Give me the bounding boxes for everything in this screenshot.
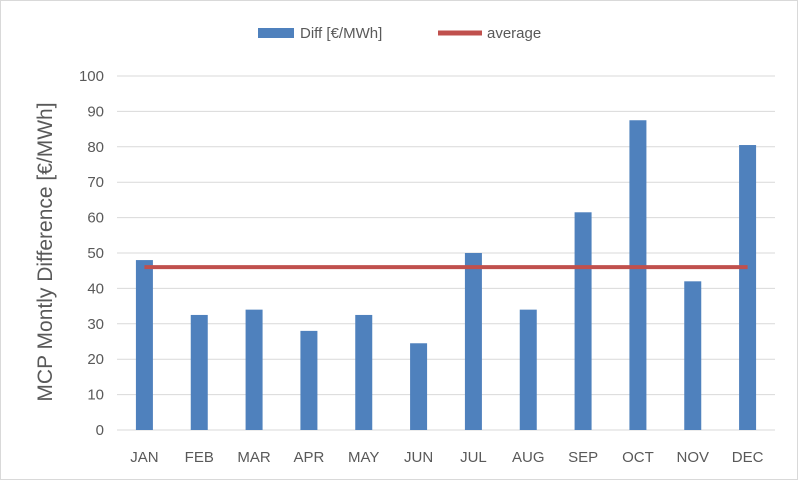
bar-jul: [464, 253, 482, 430]
y-tick-label: 70: [87, 174, 104, 191]
x-tick-label: JUL: [460, 449, 487, 466]
bar-sep: [574, 212, 592, 430]
x-tick-label: FEB: [185, 449, 214, 466]
y-axis-ticks: 0 10 20 30 40 50 60 70 80 90 100: [79, 68, 104, 439]
y-tick-label: 10: [87, 387, 104, 404]
y-tick-label: 40: [87, 280, 104, 297]
x-tick-label: APR: [293, 449, 324, 466]
x-tick-label: OCT: [622, 449, 654, 466]
y-axis-title: MCP Montly Difference [€/MWh]: [34, 102, 57, 401]
x-tick-label: MAY: [348, 449, 379, 466]
x-tick-label: JAN: [130, 449, 158, 466]
bar-jan: [135, 260, 153, 430]
x-axis-ticks: JAN FEB MAR APR MAY JUN JUL AUG SEP OCT NOV DEC: [130, 449, 763, 466]
y-tick-label: 90: [87, 103, 104, 120]
legend-label-average: average: [487, 25, 541, 42]
x-tick-label: DEC: [732, 449, 764, 466]
x-tick-label: SEP: [568, 449, 598, 466]
bar-jun: [410, 343, 428, 430]
x-tick-label: MAR: [237, 449, 271, 466]
y-tick-label: 0: [96, 422, 104, 439]
y-tick-label: 50: [87, 245, 104, 262]
x-tick-label: JUN: [404, 449, 433, 466]
bar-nov: [684, 281, 702, 430]
bar-dec: [739, 145, 757, 430]
bar-apr: [300, 330, 318, 430]
x-tick-label: NOV: [676, 449, 709, 466]
legend-swatch-diff: [258, 28, 294, 38]
y-tick-label: 100: [79, 68, 104, 85]
legend-label-diff: Diff [€/MWh]: [300, 25, 382, 42]
y-tick-label: 30: [87, 316, 104, 333]
gridlines: [117, 75, 775, 431]
bar-may: [355, 314, 373, 430]
bar-oct: [629, 120, 647, 430]
bar-series: [135, 120, 757, 430]
legend: Diff [€/MWh] average: [258, 25, 541, 42]
bar-feb: [190, 314, 208, 430]
x-tick-label: AUG: [512, 449, 545, 466]
y-tick-label: 80: [87, 139, 104, 156]
bar-aug: [519, 309, 537, 430]
bar-mar: [245, 309, 263, 430]
y-tick-label: 60: [87, 210, 104, 227]
y-tick-label: 20: [87, 351, 104, 368]
